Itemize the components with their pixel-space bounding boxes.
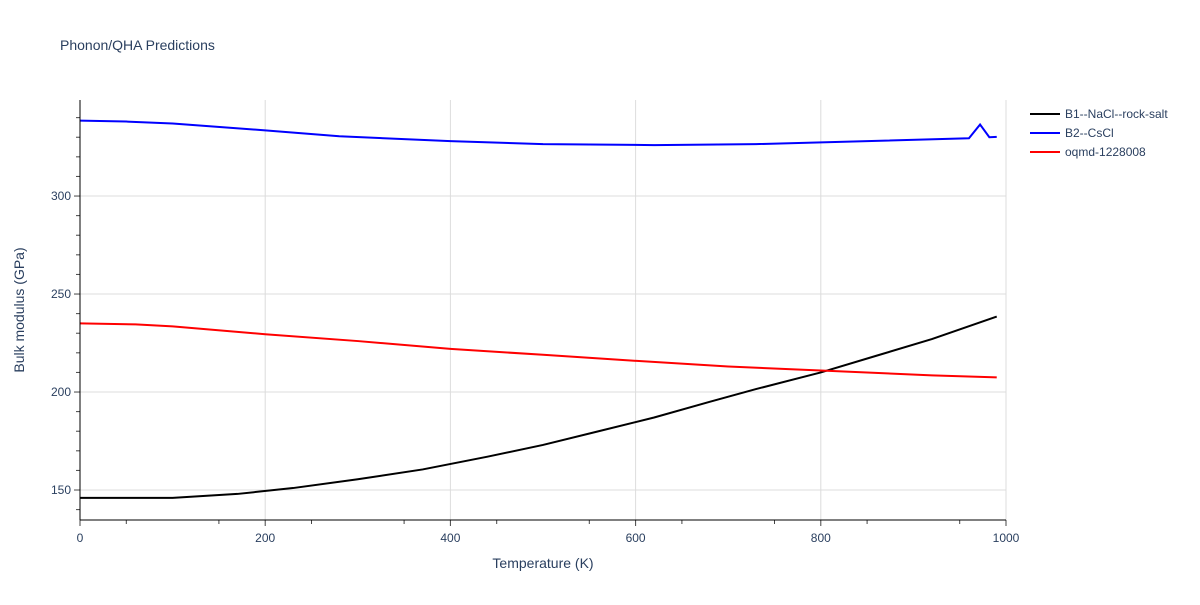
series-line-B2--CsCl	[79, 119, 997, 147]
legend-label: B1--NaCl--rock-salt	[1065, 107, 1168, 121]
legend-label: oqmd-1228008	[1065, 145, 1146, 159]
legend-item[interactable]: oqmd-1228008	[1030, 145, 1146, 159]
y-tick-label: 200	[51, 385, 71, 399]
x-tick-label: 400	[440, 531, 460, 545]
y-axis-label: Bulk modulus (GPa)	[11, 247, 27, 372]
legend-label: B2--CsCl	[1065, 126, 1114, 140]
x-tick-label: 800	[811, 531, 831, 545]
y-tick-label: 150	[51, 483, 71, 497]
legend-item[interactable]: B2--CsCl	[1030, 126, 1114, 140]
chart-title: Phonon/QHA Predictions	[60, 37, 215, 53]
legend-item[interactable]: B1--NaCl--rock-salt	[1030, 107, 1168, 121]
x-tick-label: 200	[255, 531, 275, 545]
x-axis-label: Temperature (K)	[492, 555, 593, 571]
y-tick-label: 300	[51, 189, 71, 203]
series-line-oqmd-1228008	[79, 322, 997, 379]
y-tick-label: 250	[51, 287, 71, 301]
series-line-B1--NaCl--rock-salt	[80, 315, 998, 499]
x-tick-label: 600	[626, 531, 646, 545]
legend[interactable]: B1--NaCl--rock-salt B2--CsCl oqmd-1228008	[1030, 107, 1168, 159]
x-tick-label: 0	[77, 531, 84, 545]
x-tick-label: 1000	[993, 531, 1020, 545]
